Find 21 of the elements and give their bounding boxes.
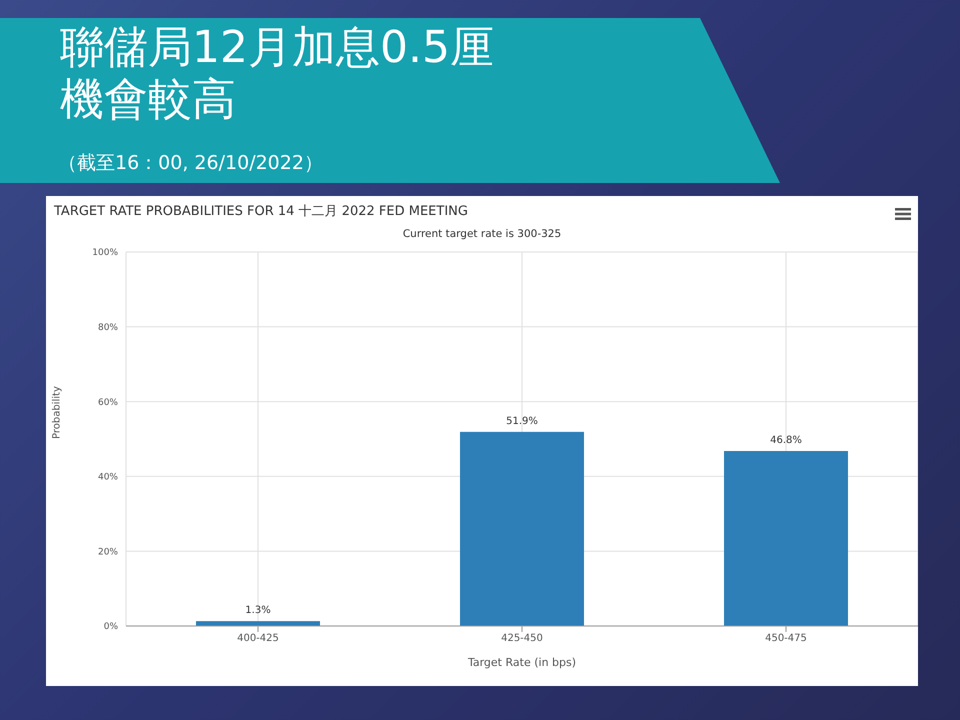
chart-title: 聯儲局12月加息0.5厘機會較高 [60, 22, 495, 126]
y-axis-title: Probability [52, 386, 63, 439]
bar [460, 432, 584, 626]
bar [724, 450, 848, 626]
y-tick-label: 40% [98, 472, 118, 483]
bar [196, 621, 320, 626]
chart-subtitle: TARGET RATE PROBABILITIES FOR 14 十二月 2022 FED MEETING [54, 203, 468, 220]
y-tick-label: 60% [98, 398, 118, 408]
text: Current target rate is 300-325 [402, 228, 562, 240]
y-tick-label: 80% [98, 322, 118, 333]
data-label: 1.3% [245, 605, 271, 616]
x-tick-label: 450-475 [765, 633, 807, 644]
x-tick-label: 425-450 [501, 633, 543, 644]
y-tick-label: 0% [104, 622, 118, 632]
y-tick-label: 100% [92, 248, 118, 258]
x-tick-label: 400-425 [237, 633, 279, 644]
x-axis-title: Target Rate (in bps) [466, 656, 576, 669]
y-tick-label: 20% [98, 547, 118, 558]
data-label: 51.9% [506, 416, 538, 427]
text: （截至16：00, 26/10/2022） [58, 151, 323, 176]
data-label: 46.8% [770, 434, 802, 446]
